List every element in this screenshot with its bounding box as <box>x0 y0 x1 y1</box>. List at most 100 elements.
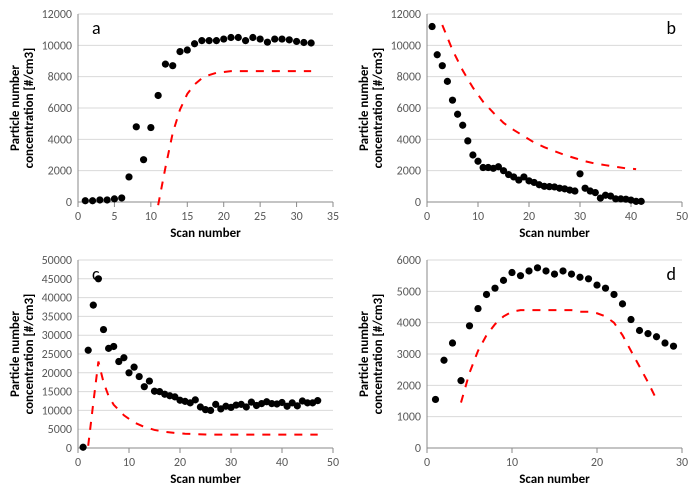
data-point <box>534 264 541 271</box>
data-point <box>500 277 507 284</box>
svg-text:0: 0 <box>75 456 81 470</box>
svg-text:40000: 40000 <box>42 292 72 306</box>
data-point <box>644 330 651 337</box>
svg-text:8000: 8000 <box>48 71 72 85</box>
svg-text:2000: 2000 <box>48 165 72 179</box>
svg-text:5: 5 <box>111 210 117 224</box>
data-point <box>585 275 592 282</box>
data-point <box>542 267 549 274</box>
svg-text:15: 15 <box>181 210 193 224</box>
data-point <box>125 173 132 180</box>
svg-text:10000: 10000 <box>391 39 421 53</box>
svg-text:20: 20 <box>591 456 603 470</box>
data-point <box>90 302 97 309</box>
dashed-series <box>442 25 636 169</box>
data-point <box>568 271 575 278</box>
panel-a: 0200040006000800010000120000510152025303… <box>10 6 341 244</box>
data-point <box>300 39 307 46</box>
data-point <box>192 396 199 403</box>
data-point <box>191 40 198 47</box>
svg-text:40: 40 <box>625 210 637 224</box>
chart-b-svg: 02000400060008000100001200001020304050Sc… <box>359 6 690 244</box>
svg-text:30: 30 <box>225 456 237 470</box>
panel-label: d <box>667 263 676 285</box>
data-point <box>454 111 461 118</box>
x-axis-title: Scan number <box>519 226 590 241</box>
data-point <box>213 37 220 44</box>
data-point <box>308 39 315 46</box>
chart-d-svg: 01000200030004000500060000102030Scan num… <box>359 252 690 490</box>
data-point <box>131 364 138 371</box>
svg-text:0: 0 <box>424 210 430 224</box>
svg-text:35000: 35000 <box>42 310 72 324</box>
svg-text:20: 20 <box>218 210 230 224</box>
data-point <box>466 322 473 329</box>
data-point <box>638 198 645 205</box>
panel-c: 0500010000150002000025000300003500040000… <box>10 252 341 490</box>
svg-text:2000: 2000 <box>397 379 421 393</box>
data-point <box>444 78 451 85</box>
svg-text:10: 10 <box>472 210 484 224</box>
svg-text:25000: 25000 <box>42 348 72 362</box>
x-axis-title: Scan number <box>519 472 590 487</box>
svg-text:20: 20 <box>174 456 186 470</box>
data-point <box>278 35 285 42</box>
data-point <box>184 46 191 53</box>
svg-text:30: 30 <box>290 210 302 224</box>
data-point <box>198 37 205 44</box>
data-point <box>592 189 599 196</box>
data-point <box>111 195 118 202</box>
svg-text:0: 0 <box>415 442 421 456</box>
data-point <box>80 444 87 451</box>
data-point <box>576 170 583 177</box>
data-point <box>483 291 490 298</box>
svg-text:5000: 5000 <box>397 285 421 299</box>
data-point <box>104 196 111 203</box>
data-point <box>146 377 153 384</box>
data-point <box>627 316 634 323</box>
data-point <box>429 23 436 30</box>
chart-c-svg: 0500010000150002000025000300003500040000… <box>10 252 341 490</box>
svg-text:2000: 2000 <box>397 165 421 179</box>
svg-text:12000: 12000 <box>42 8 72 22</box>
data-point <box>551 271 558 278</box>
data-point <box>602 285 609 292</box>
svg-text:25: 25 <box>254 210 266 224</box>
data-point <box>169 62 176 69</box>
svg-text:12000: 12000 <box>391 8 421 22</box>
data-point <box>459 122 466 129</box>
svg-text:10: 10 <box>506 456 518 470</box>
y-axis-title: Particle numberconcentration [#/cm3] <box>8 294 37 415</box>
data-point <box>85 347 92 354</box>
svg-text:10000: 10000 <box>42 39 72 53</box>
data-point <box>517 272 524 279</box>
dashed-series <box>461 310 657 402</box>
svg-text:10: 10 <box>123 456 135 470</box>
panel-label: b <box>667 17 676 39</box>
svg-text:30000: 30000 <box>42 329 72 343</box>
data-point <box>432 396 439 403</box>
data-point <box>474 158 481 165</box>
svg-text:20000: 20000 <box>42 367 72 381</box>
data-point <box>571 187 578 194</box>
data-point <box>653 333 660 340</box>
data-point <box>525 267 532 274</box>
data-point <box>434 51 441 58</box>
data-point <box>286 36 293 43</box>
svg-text:45000: 45000 <box>42 273 72 287</box>
data-point <box>661 339 668 346</box>
panel-b: 02000400060008000100001200001020304050Sc… <box>359 6 690 244</box>
svg-text:0: 0 <box>75 210 81 224</box>
data-point <box>439 62 446 69</box>
data-point <box>176 48 183 55</box>
data-point <box>235 34 242 41</box>
data-point <box>474 305 481 312</box>
data-point <box>449 97 456 104</box>
svg-text:50000: 50000 <box>42 254 72 268</box>
svg-text:10: 10 <box>145 210 157 224</box>
data-point <box>220 35 227 42</box>
dashed-series <box>158 71 311 205</box>
svg-text:10000: 10000 <box>42 404 72 418</box>
data-point <box>89 197 96 204</box>
data-point <box>133 123 140 130</box>
